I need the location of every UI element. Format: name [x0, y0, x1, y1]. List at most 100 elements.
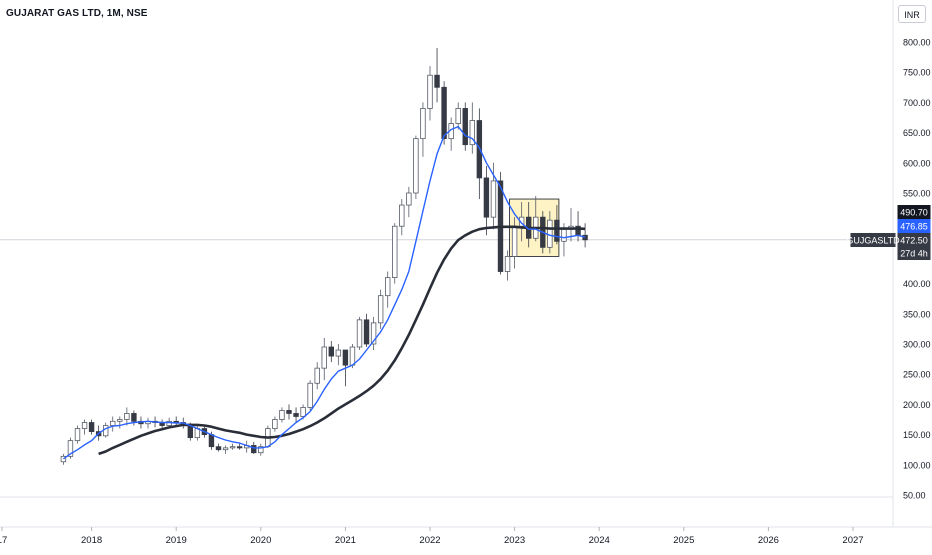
candle-body [166, 420, 172, 426]
candle-body [222, 447, 229, 451]
candle-body [67, 440, 74, 457]
candle-body [286, 410, 292, 414]
candle-body [547, 219, 553, 248]
countdown-tag-text: 27d 4h [900, 248, 928, 258]
candle-body [215, 446, 222, 451]
candle [328, 340, 334, 363]
candle [342, 349, 349, 387]
symbol-tag: GUJGASLTD [846, 233, 900, 247]
y-tick-label: 200.00 [903, 400, 931, 410]
candle-body [103, 425, 109, 437]
y-tick-label: 350.00 [903, 309, 931, 319]
candle [462, 102, 468, 151]
candle-body [272, 419, 278, 429]
candle-body [321, 346, 327, 369]
candle-body [229, 446, 236, 449]
candle-body [469, 120, 475, 146]
candle [222, 445, 229, 454]
candle [455, 102, 461, 130]
candle-body [384, 277, 391, 297]
candle [279, 407, 285, 423]
candle-body [511, 225, 518, 257]
candle [370, 316, 377, 351]
candle [427, 66, 433, 121]
candle-body [370, 322, 377, 345]
candle [504, 250, 511, 281]
y-tick-label: 300.00 [903, 340, 931, 350]
candle [413, 135, 419, 200]
fast-ma-price-tag-text: 476.85 [900, 221, 928, 231]
candle [582, 223, 588, 248]
candle [483, 165, 490, 236]
candle [74, 425, 81, 444]
candle-body [434, 74, 440, 88]
candle [229, 443, 236, 450]
fast-ma-price-tag-bg [897, 219, 931, 233]
candle [392, 223, 398, 284]
candle [81, 419, 88, 435]
x-tick-label: 2026 [758, 535, 779, 546]
candle-body [314, 367, 320, 384]
candle [88, 419, 95, 435]
candle [60, 453, 67, 465]
candle [286, 404, 292, 420]
candle-body [117, 419, 123, 422]
fast-moving-average-line [62, 125, 586, 460]
candle-body [377, 295, 384, 324]
candle-body [342, 349, 349, 366]
candle-body [81, 422, 88, 429]
slow-ma-price-tag-text: 490.70 [900, 207, 928, 217]
candle [258, 443, 264, 456]
candle-body [420, 108, 426, 140]
candle [321, 337, 327, 381]
y-tick-label: 650.00 [903, 128, 931, 138]
x-tick-label: 2022 [419, 535, 440, 546]
candle-body [427, 74, 433, 109]
candle-body [406, 192, 412, 206]
y-tick-label: 250.00 [903, 370, 931, 380]
y-tick-label: 750.00 [903, 68, 931, 78]
candle [335, 344, 342, 366]
currency-button[interactable]: INR [898, 5, 926, 23]
candle-body [413, 138, 419, 194]
candle-body [110, 420, 116, 426]
candle-body [504, 256, 511, 272]
candle [117, 416, 123, 429]
candle [406, 186, 412, 218]
x-tick-label: 2021 [335, 535, 356, 546]
countdown-tag-bg [897, 246, 931, 260]
symbol-tag-bg [850, 233, 896, 247]
candle [293, 407, 299, 423]
candle-body [490, 180, 497, 218]
y-tick-label: 550.00 [903, 189, 931, 199]
candle-body [300, 407, 306, 417]
candle-body [258, 446, 264, 454]
x-tick-label: 2024 [589, 535, 610, 546]
candle-body [328, 346, 334, 357]
candle [384, 271, 391, 308]
x-tick-label: 2020 [250, 535, 271, 546]
candle [420, 102, 426, 157]
x-tick-label: 2025 [673, 535, 694, 546]
candle [554, 205, 560, 245]
chart-title: GUJARAT GAS LTD, 1M, NSE [6, 8, 148, 19]
candle-body [441, 86, 447, 140]
fast-ma-price-tag: 476.85 [897, 219, 931, 233]
candle-body [131, 413, 137, 422]
candle [124, 407, 130, 426]
x-tick-label: 2023 [504, 535, 525, 546]
candle-body [455, 108, 461, 124]
candle-body [236, 446, 243, 449]
candle [363, 313, 370, 348]
candle-body [335, 349, 342, 357]
candle-body [392, 225, 398, 278]
candle-body [363, 319, 370, 345]
candle-body [293, 413, 299, 417]
y-tick-label: 700.00 [903, 98, 931, 108]
last-price-tag: 472.50 [897, 233, 931, 247]
x-tick-label: 17 [0, 535, 7, 546]
y-tick-label: 600.00 [903, 158, 931, 168]
